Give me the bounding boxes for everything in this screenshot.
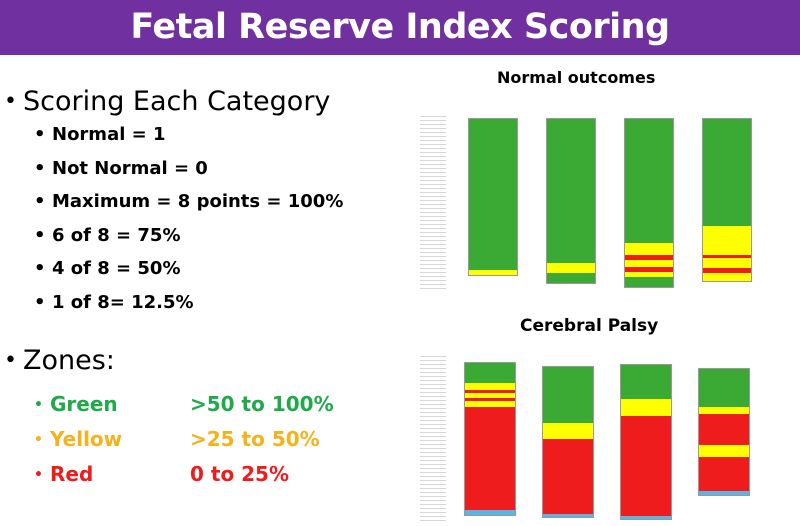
list-item: • Not Normal = 0 <box>34 152 343 186</box>
list-item: • 6 of 8 = 75% <box>34 219 343 253</box>
chart-segment-green <box>465 363 515 383</box>
bullet-icon: • <box>34 191 46 212</box>
zone-name: Red <box>50 462 94 486</box>
chart-segment-yellow <box>699 406 749 415</box>
chart-segment-red <box>625 266 673 272</box>
chart-segment-yellow <box>703 225 751 256</box>
chart-column <box>464 362 516 516</box>
list-item: • Maximum = 8 points = 100% <box>34 185 343 219</box>
chart-column <box>468 118 518 276</box>
scoring-heading-text: Scoring Each Category <box>22 86 331 117</box>
zones-heading-text: Zones: <box>22 345 115 376</box>
chart-segment-green <box>547 273 595 283</box>
zone-range: >50 to 100% <box>190 392 334 416</box>
chart-segment-yellow <box>703 272 751 281</box>
chart-segment-yellow <box>465 382 515 391</box>
chart-segment-blue <box>465 510 515 515</box>
cerebral-palsy-title: Cerebral Palsy <box>520 316 659 336</box>
chart-segment-red <box>465 407 515 511</box>
chart-segment-red <box>465 397 515 401</box>
chart-segment-blue <box>543 514 593 517</box>
chart-segment-red <box>703 268 751 273</box>
chart-segment-red <box>465 390 515 394</box>
zones-list: • Green >50 to 100% • Yellow >25 to 50% • Red… <box>34 387 334 492</box>
chart-column <box>624 118 674 288</box>
chart-segment-yellow <box>547 263 595 274</box>
chart-segment-green <box>543 367 593 423</box>
chart-segment-yellow <box>703 258 751 269</box>
chart-column <box>620 364 672 520</box>
zone-range: >25 to 50% <box>190 427 320 451</box>
chart-column <box>702 118 752 282</box>
axis-tick-strip <box>420 356 446 522</box>
bullet-icon: • <box>4 89 17 114</box>
normal-outcomes-title: Normal outcomes <box>497 68 656 87</box>
chart-segment-blue <box>621 515 671 519</box>
chart-segment-green <box>547 119 595 264</box>
chart-segment-yellow <box>465 393 515 398</box>
slide-title: Fetal Reserve Index Scoring <box>0 0 800 55</box>
chart-segment-yellow <box>465 401 515 408</box>
zone-name: Green <box>50 392 118 416</box>
bullet-icon: • <box>34 291 46 313</box>
chart-segment-yellow <box>699 444 749 458</box>
chart-segment-blue <box>699 491 749 495</box>
chart-segment-red <box>699 414 749 445</box>
chart-segment-yellow <box>625 260 673 267</box>
chart-segment-red <box>625 255 673 261</box>
chart-column <box>542 366 594 518</box>
chart-segment-yellow <box>621 398 671 416</box>
zone-yellow: • Yellow >25 to 50% <box>34 422 334 457</box>
chart-segment-yellow <box>625 243 673 256</box>
bullet-icon: • <box>34 432 43 448</box>
axis-tick-strip <box>420 116 446 292</box>
zone-range: 0 to 25% <box>190 462 290 486</box>
chart-segment-green <box>625 276 673 287</box>
chart-segment-red <box>699 457 749 492</box>
chart-segment-red <box>621 415 671 516</box>
chart-segment-green <box>699 369 749 407</box>
chart-segment-yellow <box>543 422 593 439</box>
chart-segment-green <box>621 365 671 399</box>
chart-segment-green <box>703 119 751 226</box>
zone-green: • Green >50 to 100% <box>34 387 334 422</box>
scoring-list: • Normal = 1 • Not Normal = 0 • Maximum = 8… <box>34 118 343 319</box>
list-item: • Normal = 1 <box>34 118 343 152</box>
cerebral-palsy-chart <box>420 352 790 522</box>
chart-segment-yellow <box>625 271 673 277</box>
chart-column <box>698 368 750 496</box>
bullet-icon: • <box>34 397 43 413</box>
zones-heading: • Zones: <box>4 345 115 376</box>
zone-red: • Red 0 to 25% <box>34 457 334 492</box>
chart-segment-red <box>703 255 751 259</box>
list-item: • 4 of 8 = 50% <box>34 252 343 286</box>
bullet-icon: • <box>34 224 46 246</box>
list-item: • 1 of 8= 12.5% <box>34 286 343 320</box>
chart-segment-yellow <box>469 270 517 275</box>
chart-column <box>546 118 596 284</box>
bullet-icon: • <box>34 467 43 483</box>
chart-segment-green <box>469 119 517 271</box>
bullet-icon: • <box>4 348 17 373</box>
bullet-icon: • <box>34 157 46 179</box>
chart-segment-red <box>543 439 593 514</box>
bullet-icon: • <box>34 258 46 279</box>
chart-segment-green <box>625 119 673 244</box>
zone-name: Yellow <box>50 427 123 451</box>
bullet-icon: • <box>34 124 46 145</box>
normal-outcomes-chart <box>420 112 790 292</box>
scoring-heading: • Scoring Each Category <box>4 86 330 117</box>
